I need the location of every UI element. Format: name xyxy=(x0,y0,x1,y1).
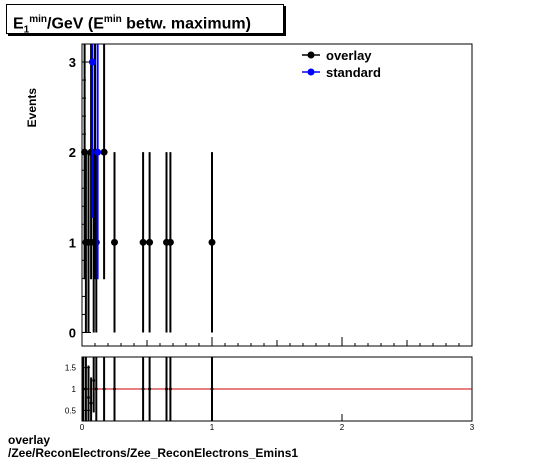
title-sup: min xyxy=(29,14,48,25)
ratio-point xyxy=(87,396,90,400)
ratio-point xyxy=(113,387,116,391)
ratio-point xyxy=(168,387,172,391)
title-tail: betw. maximum) xyxy=(126,15,251,33)
y-axis-label: Events xyxy=(25,88,39,128)
ratio-point xyxy=(92,378,96,382)
ratio-point xyxy=(84,387,88,391)
chart-title: E1min/GeV (Emin betw. maximum) xyxy=(6,4,284,36)
data-point xyxy=(139,238,147,246)
data-point xyxy=(208,238,216,246)
ratio-y-tick-label: 1.5 xyxy=(65,364,77,373)
legend-label: overlay xyxy=(326,48,372,63)
data-point xyxy=(111,238,118,246)
legend-label: standard xyxy=(326,65,381,80)
ratio-x-tick-label: 2 xyxy=(340,423,345,432)
data-point xyxy=(146,238,154,246)
ratio-point xyxy=(89,401,93,405)
y-tick-label: 3 xyxy=(69,55,76,70)
ratio-point xyxy=(141,387,145,391)
ratio-y-tick-label: 1 xyxy=(72,385,77,394)
y-tick-label: 2 xyxy=(69,145,76,160)
y-tick-label: 1 xyxy=(69,235,76,250)
footer-line1: overlay xyxy=(8,433,51,447)
data-point xyxy=(100,148,108,156)
ratio-x-tick-label: 1 xyxy=(210,423,215,432)
data-point xyxy=(94,148,102,156)
legend-marker xyxy=(307,51,315,59)
ratio-point xyxy=(81,387,85,391)
title-e: E xyxy=(13,15,24,33)
ratio-y-tick-label: 0.5 xyxy=(65,406,77,415)
footer-line2: /Zee/ReconElectrons/Zee_ReconElectrons_E… xyxy=(8,446,299,460)
ratio-x-tick-label: 0 xyxy=(80,423,85,432)
top-frame xyxy=(81,43,473,347)
ratio-point xyxy=(102,387,106,391)
ratio-point xyxy=(148,387,152,391)
data-point xyxy=(92,238,100,246)
ratio-x-tick-label: 3 xyxy=(470,423,475,432)
data-point xyxy=(166,238,174,246)
data-point xyxy=(88,58,96,66)
data-point xyxy=(81,148,89,156)
title-sup2: min xyxy=(103,14,122,25)
ratio-point xyxy=(210,387,214,391)
title-sub: 1 xyxy=(23,24,30,36)
y-tick-label: 0 xyxy=(69,325,76,340)
data-point xyxy=(85,238,92,246)
ratio-point xyxy=(165,387,168,391)
ratio-point xyxy=(94,387,98,391)
legend-marker xyxy=(307,68,315,76)
title-rest: /GeV (E xyxy=(47,15,104,33)
